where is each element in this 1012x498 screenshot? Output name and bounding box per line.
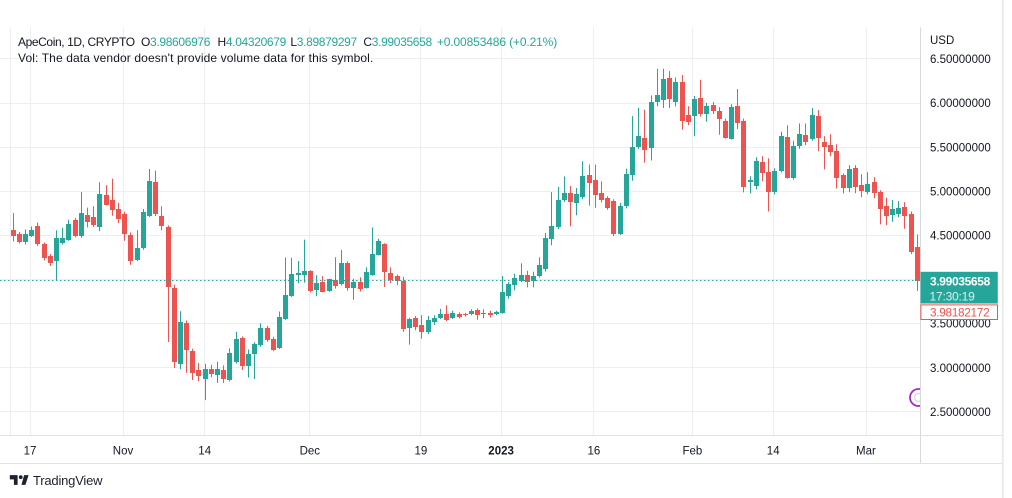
svg-text:5.00000000: 5.00000000 xyxy=(930,186,991,198)
svg-text:TradingView: TradingView xyxy=(33,473,103,488)
svg-text:4.50000000: 4.50000000 xyxy=(930,231,991,243)
svg-text:2.50000000: 2.50000000 xyxy=(930,407,991,419)
svg-text:17: 17 xyxy=(24,445,37,457)
svg-text:Mar: Mar xyxy=(856,445,876,457)
svg-text:2023: 2023 xyxy=(488,445,514,457)
svg-text:Feb: Feb xyxy=(682,445,702,457)
svg-text:Dec: Dec xyxy=(300,445,321,457)
svg-text:14: 14 xyxy=(198,445,211,457)
svg-text:6.00000000: 6.00000000 xyxy=(930,98,991,110)
svg-text:16: 16 xyxy=(588,445,601,457)
svg-text:19: 19 xyxy=(415,445,428,457)
svg-text:5.50000000: 5.50000000 xyxy=(930,142,991,154)
svg-text:3.99035658: 3.99035658 xyxy=(930,274,991,288)
svg-text:6.50000000: 6.50000000 xyxy=(930,54,991,66)
svg-text:3.98182172: 3.98182172 xyxy=(930,305,989,319)
svg-text:3.50000000: 3.50000000 xyxy=(930,319,991,331)
svg-text:USD: USD xyxy=(930,35,954,47)
svg-text:14: 14 xyxy=(767,445,780,457)
svg-text:17:30:19: 17:30:19 xyxy=(930,290,976,304)
svg-text:Nov: Nov xyxy=(113,445,134,457)
svg-text:3.00000000: 3.00000000 xyxy=(930,363,991,375)
